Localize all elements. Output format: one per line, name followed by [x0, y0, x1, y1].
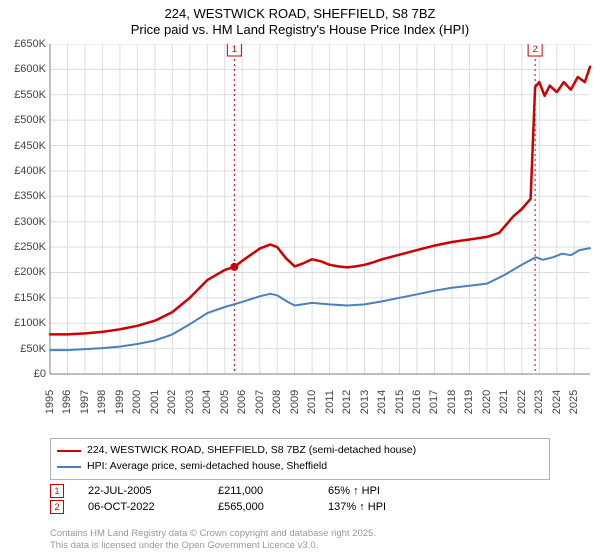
y-tick-label: £200K: [0, 266, 46, 278]
x-tick-label: 2003: [184, 390, 196, 414]
x-tick-label: 1998: [96, 390, 108, 414]
y-tick-label: £350K: [0, 190, 46, 202]
x-tick-label: 2025: [568, 390, 580, 414]
legend: 224, WESTWICK ROAD, SHEFFIELD, S8 7BZ (s…: [50, 438, 550, 480]
x-tick-label: 1995: [44, 390, 56, 414]
x-tick-label: 2013: [359, 390, 371, 414]
x-tick-label: 2008: [271, 390, 283, 414]
sale-marker: 1: [50, 484, 64, 498]
y-tick-label: £600K: [0, 63, 46, 75]
x-tick-label: 1996: [61, 390, 73, 414]
x-tick-label: 2006: [236, 390, 248, 414]
y-tick-label: £250K: [0, 241, 46, 253]
y-tick-label: £300K: [0, 216, 46, 228]
sale-price: £211,000: [218, 485, 328, 497]
legend-swatch: [57, 466, 81, 468]
y-tick-label: £0: [0, 368, 46, 380]
x-tick-label: 2018: [446, 390, 458, 414]
sales-table: 1 22-JUL-2005£211,00065% ↑ HPI 2 06-OCT-202…: [50, 484, 448, 516]
x-tick-label: 2015: [394, 390, 406, 414]
y-tick-label: £500K: [0, 114, 46, 126]
legend-swatch: [57, 450, 81, 452]
sale-row: 1 22-JUL-2005£211,00065% ↑ HPI: [50, 484, 448, 498]
y-tick-label: £100K: [0, 317, 46, 329]
x-tick-label: 2021: [498, 390, 510, 414]
y-tick-label: £50K: [0, 343, 46, 355]
title-line-1: 224, WESTWICK ROAD, SHEFFIELD, S8 7BZ: [0, 6, 600, 22]
chart-container: 224, WESTWICK ROAD, SHEFFIELD, S8 7BZ Pr…: [0, 0, 600, 560]
x-tick-label: 2014: [376, 390, 388, 414]
y-tick-label: £400K: [0, 165, 46, 177]
legend-label: 224, WESTWICK ROAD, SHEFFIELD, S8 7BZ (s…: [87, 443, 416, 459]
chart-area: 12: [0, 44, 600, 409]
sale-row: 2 06-OCT-2022£565,000137% ↑ HPI: [50, 500, 448, 514]
x-tick-label: 2024: [551, 390, 563, 414]
title-line-2: Price paid vs. HM Land Registry's House …: [0, 22, 600, 38]
sale-marker: 2: [50, 500, 64, 514]
title-block: 224, WESTWICK ROAD, SHEFFIELD, S8 7BZ Pr…: [0, 0, 600, 39]
x-tick-label: 1997: [79, 390, 91, 414]
y-tick-label: £550K: [0, 89, 46, 101]
x-tick-label: 2010: [306, 390, 318, 414]
x-tick-label: 2004: [201, 390, 213, 414]
footer: Contains HM Land Registry data © Crown c…: [50, 528, 376, 552]
x-tick-label: 2020: [481, 390, 493, 414]
legend-item: HPI: Average price, semi-detached house,…: [57, 459, 543, 475]
x-tick-label: 2012: [341, 390, 353, 414]
x-tick-label: 1999: [114, 390, 126, 414]
legend-item: 224, WESTWICK ROAD, SHEFFIELD, S8 7BZ (s…: [57, 443, 543, 459]
sale-date: 22-JUL-2005: [88, 485, 218, 497]
footer-line-2: This data is licensed under the Open Gov…: [50, 540, 376, 552]
x-tick-label: 2007: [254, 390, 266, 414]
x-tick-label: 2005: [219, 390, 231, 414]
x-tick-label: 2019: [463, 390, 475, 414]
x-tick-label: 2002: [166, 390, 178, 414]
x-tick-label: 2009: [289, 390, 301, 414]
x-tick-label: 2001: [149, 390, 161, 414]
sale-price: £565,000: [218, 501, 328, 513]
x-tick-label: 2011: [324, 390, 336, 414]
chart-svg: 12: [0, 44, 600, 424]
x-tick-label: 2022: [516, 390, 528, 414]
sale-date: 06-OCT-2022: [88, 501, 218, 513]
x-tick-label: 2023: [533, 390, 545, 414]
svg-text:2: 2: [533, 44, 538, 54]
y-tick-label: £450K: [0, 140, 46, 152]
footer-line-1: Contains HM Land Registry data © Crown c…: [50, 528, 376, 540]
x-tick-label: 2000: [131, 390, 143, 414]
x-tick-label: 2016: [411, 390, 423, 414]
x-tick-label: 2017: [428, 390, 440, 414]
y-tick-label: £150K: [0, 292, 46, 304]
sale-pct: 65% ↑ HPI: [328, 485, 448, 497]
legend-label: HPI: Average price, semi-detached house,…: [87, 459, 327, 475]
y-tick-label: £650K: [0, 38, 46, 50]
sale-pct: 137% ↑ HPI: [328, 501, 448, 513]
svg-text:1: 1: [232, 44, 237, 54]
